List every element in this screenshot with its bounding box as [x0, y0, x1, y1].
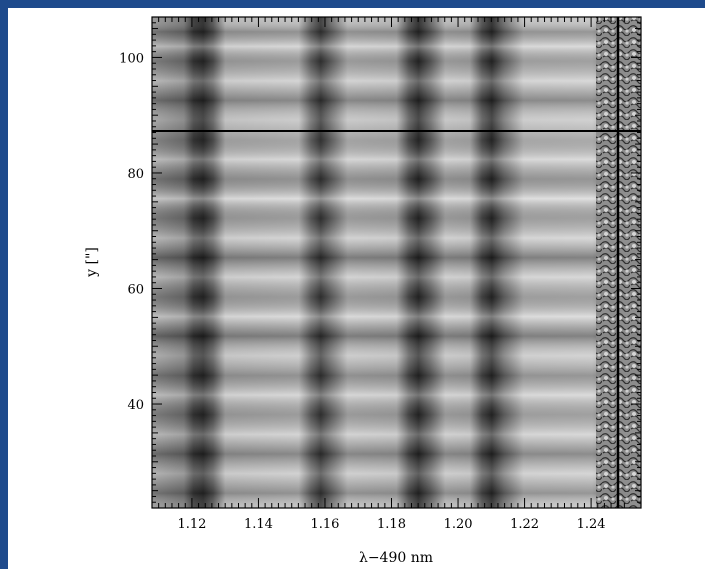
- x-tick-label: 1.18: [377, 517, 406, 532]
- tick-marks: [152, 16, 641, 509]
- y-tick-label: 40: [127, 398, 144, 413]
- x-tick-label: 1.24: [577, 517, 606, 532]
- y-tick-label: 100: [119, 51, 144, 66]
- x-tick-labels: 1.12 1.14 1.16 1.18 1.20 1.22 1.24: [177, 517, 605, 532]
- y-tick-labels: 100 80 60 40: [119, 51, 144, 413]
- y-axis-label: y ["]: [84, 247, 100, 278]
- horizontal-banding: [152, 17, 641, 508]
- y-tick-label: 80: [127, 167, 144, 182]
- x-tick-label: 1.16: [311, 517, 340, 532]
- plot-frame: [151, 16, 642, 509]
- plot-area: [152, 17, 641, 508]
- x-tick-label: 1.22: [510, 517, 539, 532]
- x-tick-label: 1.14: [244, 517, 273, 532]
- x-axis-label: λ−490 nm: [359, 550, 433, 566]
- y-tick-label: 60: [127, 282, 144, 297]
- x-tick-label: 1.20: [444, 517, 473, 532]
- x-tick-label: 1.12: [177, 517, 206, 532]
